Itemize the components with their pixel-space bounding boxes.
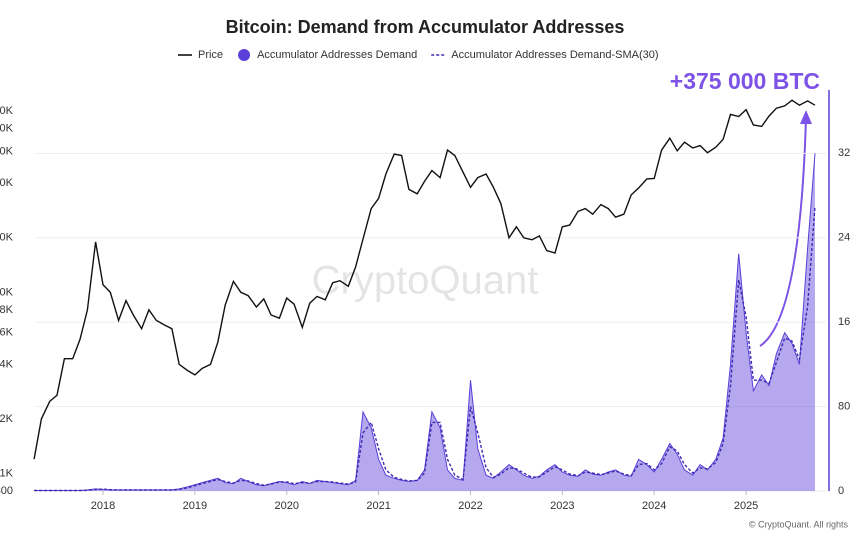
y-tick-label: 20K bbox=[0, 232, 14, 244]
y-tick-label: 100K bbox=[0, 105, 14, 117]
watermark: CryptoQuant bbox=[312, 259, 539, 303]
legend-marker bbox=[238, 49, 251, 61]
y-tick-label: 4K bbox=[0, 358, 14, 370]
annotation-arrow bbox=[759, 117, 807, 347]
y-tick-label: 8K bbox=[0, 304, 14, 316]
y2-tick-label: 0 bbox=[838, 485, 844, 497]
legend-label: Accumulator Addresses Demand bbox=[257, 49, 417, 61]
legend: Price Accumulator Addresses Demand Accumul… bbox=[178, 49, 659, 61]
y-tick-label: 6K bbox=[0, 326, 14, 338]
line bbox=[33, 99, 816, 460]
chart-title: Bitcoin: Demand from Accumulator Address… bbox=[226, 17, 625, 37]
y-tick-label: 800 bbox=[0, 485, 13, 497]
y2-tick-label: 160K bbox=[838, 316, 850, 328]
legend-label: Price bbox=[198, 49, 223, 61]
y-tick-label: 2K bbox=[0, 413, 14, 425]
x-tick-label: 2020 bbox=[274, 500, 298, 512]
x-tick-label: 2019 bbox=[183, 500, 207, 512]
y-tick-label: 1K bbox=[0, 467, 14, 479]
x-tick-label: 2024 bbox=[642, 500, 666, 512]
x-tick-label: 2022 bbox=[458, 500, 482, 512]
annotation-arrowhead bbox=[800, 110, 812, 124]
y-tick-label: 60K bbox=[0, 145, 14, 157]
y2-tick-label: 80K bbox=[838, 400, 850, 412]
footer: © CryptoQuant. All rights bbox=[749, 519, 849, 529]
area-fill bbox=[34, 153, 816, 492]
y-tick-label: 80K bbox=[0, 123, 14, 135]
x-tick-label: 2023 bbox=[550, 500, 574, 512]
x-tick-label: 2021 bbox=[366, 500, 390, 512]
y-tick-label: 10K bbox=[0, 286, 14, 298]
x-tick-label: 2018 bbox=[91, 500, 115, 512]
y2-tick-label: 240K bbox=[838, 232, 850, 244]
legend-label: Accumulator Addresses Demand-SMA(30) bbox=[451, 49, 658, 61]
annotation: +375 000 BTC bbox=[670, 68, 820, 94]
x-tick-label: 2025 bbox=[734, 500, 758, 512]
y-tick-label: 40K bbox=[0, 177, 14, 189]
line bbox=[34, 206, 816, 492]
